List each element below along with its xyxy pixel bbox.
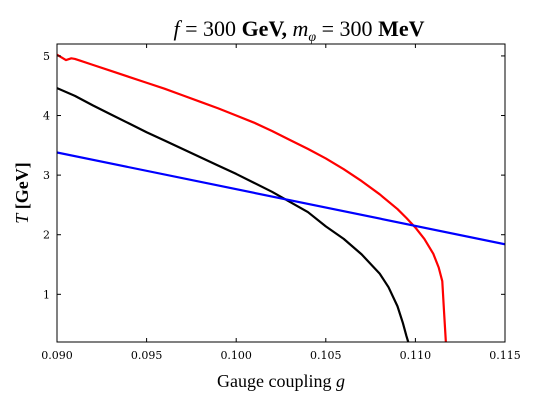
ticks-layer: 0.090 0.095 0.100 0.105 0.110 0.115 1 2 3 4 5 (41, 44, 521, 362)
chart-title: f = 300 GeV, mφ = 300 MeV (174, 16, 425, 45)
x-tick-label: 0.090 (41, 349, 73, 362)
title-m-value: = 300 (316, 16, 378, 41)
x-tick-label: 0.095 (131, 349, 163, 362)
series-line-1 (57, 87, 410, 342)
title-m-symbol: m (293, 16, 309, 41)
x-axis-symbol: g (336, 371, 345, 391)
title-m-unit: MeV (378, 16, 425, 41)
y-tick-label: 2 (43, 229, 50, 242)
title-f-value: = 300 (180, 16, 242, 41)
x-tick-label: 0.110 (400, 349, 432, 362)
x-axis-label: Gauge coupling (217, 371, 331, 391)
series-line-2 (57, 151, 505, 246)
x-tick-label: 0.115 (489, 349, 521, 362)
y-tick-label: 1 (43, 288, 50, 301)
series-line-0 (57, 53, 447, 342)
x-tick-label: 0.105 (310, 349, 342, 362)
title-f-unit: GeV, (242, 16, 287, 41)
series-layer (57, 53, 505, 342)
title-m-subscript: φ (308, 30, 316, 45)
y-axis-symbol: T (12, 212, 32, 224)
x-tick-label: 0.100 (220, 349, 252, 362)
y-axis-unit: [GeV] (12, 162, 32, 213)
x-axis-title: Gauge coupling g (217, 371, 345, 391)
plot-frame (56, 43, 506, 343)
y-tick-label: 4 (43, 110, 50, 123)
y-tick-label: 3 (43, 169, 50, 182)
title-f-symbol: f (174, 16, 183, 41)
y-axis-title: T [GeV] (12, 162, 32, 224)
y-tick-label: 5 (43, 50, 50, 63)
